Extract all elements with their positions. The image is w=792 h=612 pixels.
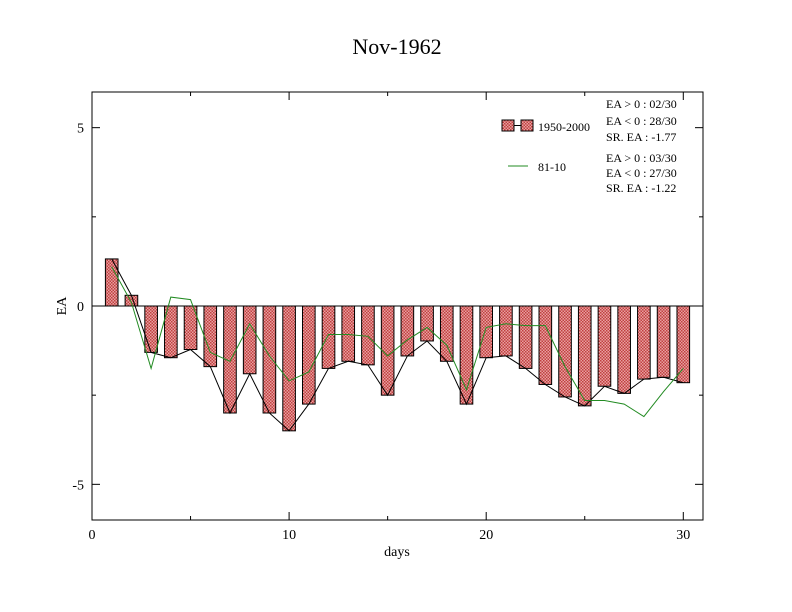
bar (577, 305, 592, 407)
bar (262, 305, 277, 414)
series-line-81-10 (111, 266, 684, 418)
bar (479, 305, 494, 359)
bar (203, 305, 218, 368)
legend-stat: EA > 0 : 02/30 (606, 97, 677, 111)
legend-stat: EA < 0 : 28/30 (606, 114, 677, 128)
x-tick-label: 0 (89, 528, 96, 543)
series-lines (111, 258, 684, 432)
bar (499, 305, 513, 357)
legend-swatch-bar (501, 119, 515, 132)
bar (380, 305, 395, 396)
bar (144, 305, 158, 353)
y-tick-label: 0 (77, 300, 84, 315)
bar (301, 305, 316, 405)
bar (282, 305, 296, 432)
bars (104, 258, 691, 432)
bar (617, 305, 631, 394)
legend-stat: EA < 0 : 27/30 (606, 166, 677, 180)
legend-swatch-bar (520, 119, 534, 132)
bar (518, 305, 533, 369)
bar (656, 305, 671, 378)
x-axis-label: days (384, 545, 410, 560)
bar (321, 305, 336, 369)
x-tick-label: 20 (479, 528, 493, 543)
legend-stat: SR. EA : -1.77 (606, 130, 676, 144)
x-tick-label: 30 (676, 528, 690, 543)
bar (558, 305, 572, 398)
bar (341, 305, 356, 362)
chart-title: Nov-1962 (352, 34, 441, 59)
legend-stat: SR. EA : -1.22 (606, 181, 676, 195)
bar (439, 305, 454, 362)
bar (420, 305, 434, 342)
bar (676, 305, 691, 384)
bar (637, 305, 651, 380)
bar (538, 305, 553, 385)
y-tick-label: 5 (77, 122, 84, 137)
bar (400, 305, 415, 357)
bar (124, 294, 139, 307)
y-axis-label: EA (55, 296, 70, 316)
x-tick-label: 10 (282, 528, 296, 543)
bar (597, 305, 612, 387)
series-line-1950-2000 (111, 258, 684, 432)
legend-stat: EA > 0 : 03/30 (606, 151, 677, 165)
bar (242, 305, 257, 375)
legend: 1950-2000 81-10 EA > 0 : 02/30 EA < 0 : 28/… (501, 97, 677, 195)
legend-label: 81-10 (538, 160, 566, 174)
legend-label: 1950-2000 (538, 120, 590, 134)
bar (104, 258, 119, 307)
y-tick-label: -5 (72, 478, 84, 493)
